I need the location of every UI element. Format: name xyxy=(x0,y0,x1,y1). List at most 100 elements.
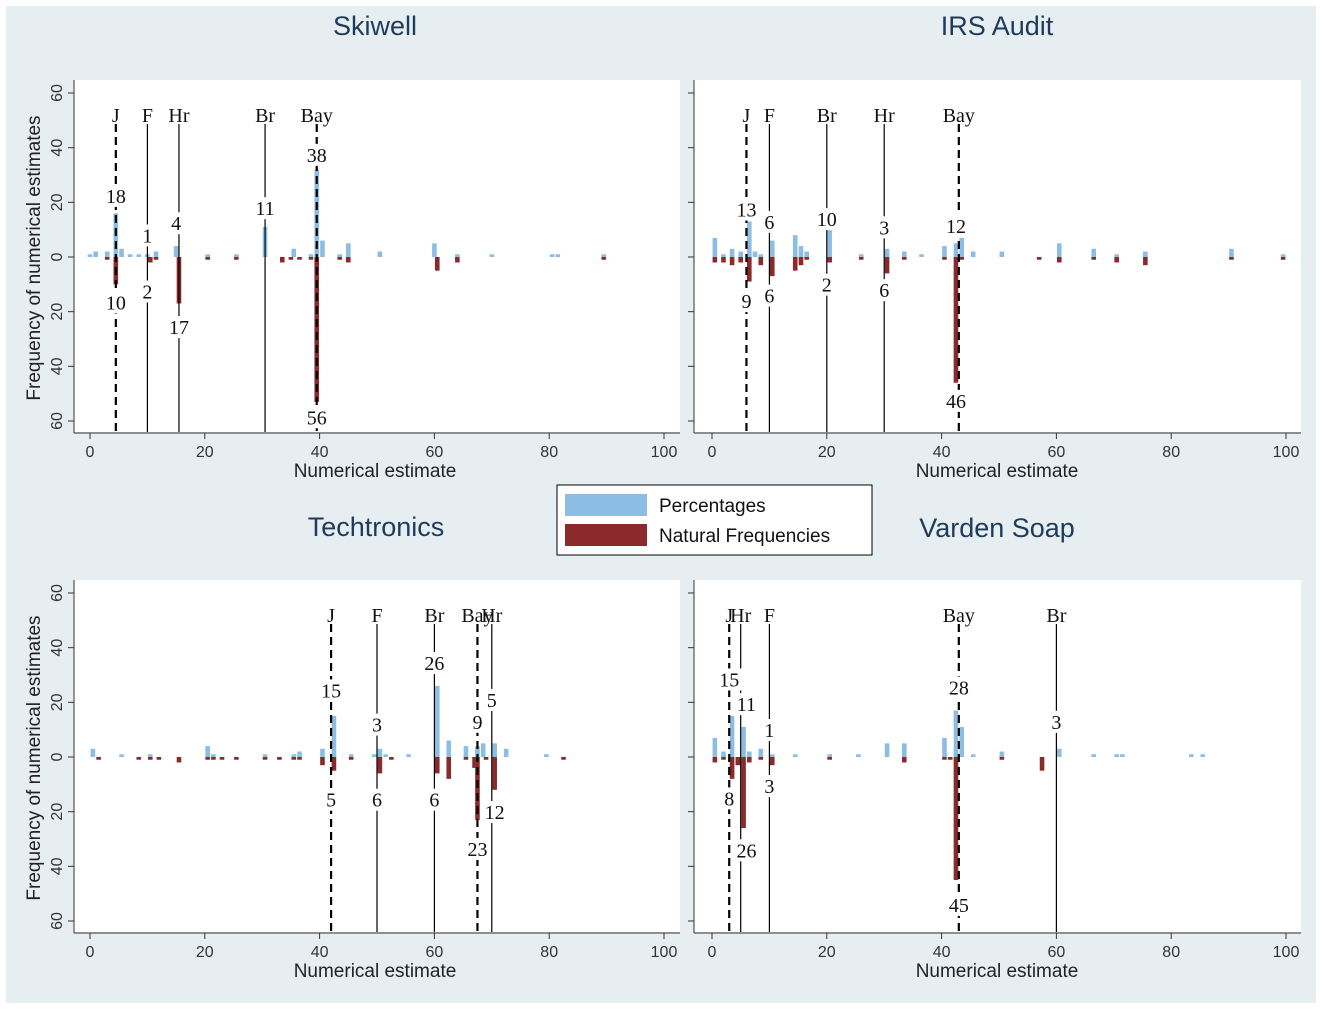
y-axis-label: Frequency of numerical estimates xyxy=(24,115,45,400)
percentages-bar xyxy=(1143,251,1148,257)
annotation-label: 10 xyxy=(817,209,837,231)
reference-line-label: Br xyxy=(1046,605,1066,627)
percentages-bar xyxy=(1114,754,1119,757)
annotation-mask xyxy=(733,693,760,716)
reference-line-label: J xyxy=(327,605,335,627)
natural-frequencies-bar xyxy=(1229,257,1234,260)
natural-frequencies-bar xyxy=(601,257,607,260)
x-tick-label: 80 xyxy=(540,444,558,461)
percentages-bar xyxy=(544,754,549,757)
percentages-bar xyxy=(147,754,153,757)
percentages-bar xyxy=(884,248,890,257)
annotation-mask xyxy=(102,184,129,207)
percentages-bar xyxy=(712,237,718,257)
annotation-mask xyxy=(469,710,486,733)
percentages-bar xyxy=(1200,754,1206,757)
y-tick-label: 20 xyxy=(49,303,66,321)
percentages-bar xyxy=(970,251,976,257)
natural-frequencies-bar xyxy=(147,757,153,760)
x-tick-label: 20 xyxy=(196,444,214,461)
x-tick-label: 40 xyxy=(311,944,329,961)
percentages-bar xyxy=(601,254,607,257)
natural-frequencies-bar xyxy=(721,757,726,760)
annotation-mask xyxy=(716,668,743,691)
annotation-mask xyxy=(323,788,340,811)
natural-frequencies-bar xyxy=(277,757,282,760)
annotation-label: 26 xyxy=(736,840,756,862)
natural-frequencies-bar xyxy=(747,757,752,763)
percentages-bar xyxy=(555,254,561,257)
annotation-mask xyxy=(733,198,760,221)
percentages-bar xyxy=(721,254,726,257)
natural-frequencies-bar xyxy=(1091,257,1097,260)
y-tick-label: 60 xyxy=(49,912,66,930)
panel-title: Skiwell xyxy=(333,11,417,41)
annotation-mask xyxy=(761,210,778,233)
plot-area xyxy=(694,80,1301,432)
percentages-bar xyxy=(758,254,764,257)
x-tick-label: 60 xyxy=(426,444,444,461)
x-axis-label: Numerical estimate xyxy=(916,461,1079,482)
annotation-label: 38 xyxy=(307,145,327,167)
legend-natural-frequencies-swatch xyxy=(565,524,647,546)
annotation-mask xyxy=(421,652,448,675)
x-tick-label: 100 xyxy=(1273,944,1300,961)
percentages-bar xyxy=(446,740,452,757)
percentages-bar xyxy=(1114,254,1119,257)
natural-frequencies-bar xyxy=(884,257,890,274)
x-tick-label: 0 xyxy=(86,944,95,961)
natural-frequencies-bar xyxy=(1280,257,1286,260)
natural-frequencies-bar xyxy=(234,757,239,760)
natural-frequencies-bar xyxy=(942,757,947,760)
x-tick-label: 80 xyxy=(540,944,558,961)
natural-frequencies-bar xyxy=(729,757,735,779)
natural-frequencies-bar xyxy=(219,757,225,760)
x-tick-label: 20 xyxy=(818,444,836,461)
annotation-label: 6 xyxy=(372,790,382,812)
natural-frequencies-bar xyxy=(136,757,142,760)
natural-frequencies-bar xyxy=(472,757,477,768)
percentages-bar xyxy=(747,221,752,257)
percentages-bar xyxy=(119,248,124,257)
percentages-bar xyxy=(1188,754,1194,757)
annotation-mask xyxy=(761,719,778,742)
percentages-bar xyxy=(1229,248,1234,257)
annotation-mask xyxy=(139,224,156,247)
y-tick-label: 40 xyxy=(49,139,66,157)
annotation-label: 23 xyxy=(467,839,487,861)
natural-frequencies-bar xyxy=(314,257,320,402)
natural-frequencies-bar xyxy=(389,757,394,760)
natural-frequencies-bar xyxy=(211,757,216,760)
y-tick-label: 60 xyxy=(49,84,66,102)
annotation-label: 6 xyxy=(764,212,774,234)
percentages-bar xyxy=(377,251,383,257)
annotation-label: 9 xyxy=(472,712,482,734)
annotation-label: 10 xyxy=(106,292,126,314)
natural-frequencies-bar xyxy=(901,257,907,260)
percentages-bar xyxy=(291,754,297,757)
natural-frequencies-bar xyxy=(104,257,110,260)
natural-frequencies-bar xyxy=(758,257,764,266)
percentages-bar xyxy=(721,751,726,757)
x-tick-label: 80 xyxy=(1162,444,1180,461)
reference-line-label: J xyxy=(743,105,751,127)
annotation-label: 6 xyxy=(879,280,889,302)
annotation-label: 18 xyxy=(106,186,126,208)
percentages-bar xyxy=(549,254,555,257)
percentages-bar xyxy=(489,254,495,257)
percentages-bar xyxy=(953,243,959,257)
annotation-label: 3 xyxy=(372,715,382,737)
natural-frequencies-bar xyxy=(1143,257,1148,266)
percentages-bar xyxy=(901,251,907,257)
percentages-bar xyxy=(153,251,159,257)
natural-frequencies-bar xyxy=(712,257,718,263)
annotation-label: 1 xyxy=(764,720,774,742)
natural-frequencies-bar xyxy=(858,257,864,260)
annotation-label: 17 xyxy=(169,317,189,339)
annotation-label: 56 xyxy=(307,407,327,429)
x-tick-label: 100 xyxy=(651,444,678,461)
annotation-mask xyxy=(481,801,508,824)
annotation-mask xyxy=(464,837,491,860)
percentages-bar xyxy=(455,254,460,257)
x-axis-label: Numerical estimate xyxy=(294,961,457,982)
